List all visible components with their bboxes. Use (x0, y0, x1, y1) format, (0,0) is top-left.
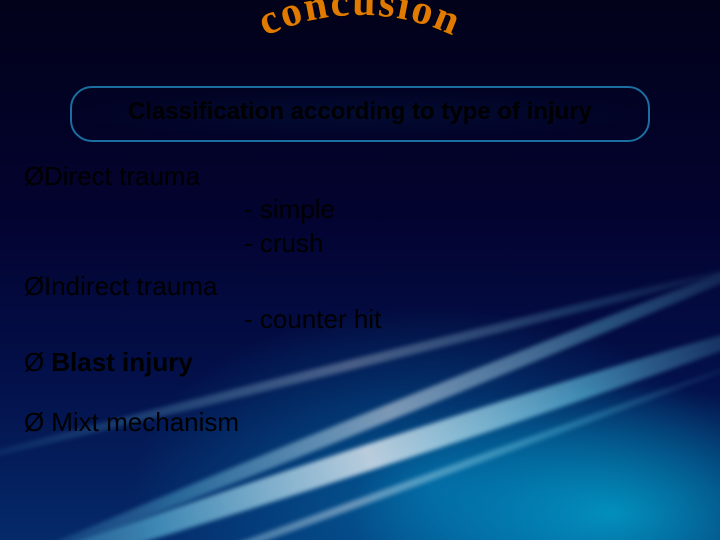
bullet-item: Ø Mixt mechanism (24, 406, 696, 439)
slide: concusion Classification according to ty… (0, 0, 720, 540)
title-text: concusion (251, 0, 468, 45)
bullet-label: Indirect trauma (44, 271, 217, 301)
bullet-label: last injury (70, 347, 193, 377)
bullet-label-bold: B (51, 347, 70, 377)
sub-item: - crush (24, 227, 696, 260)
sub-item: - simple (24, 193, 696, 226)
bullet-item: ØIndirect trauma (24, 270, 696, 303)
svg-text:concusion: concusion (251, 0, 468, 45)
subtitle-text: Classification according to type of inju… (90, 98, 630, 126)
chevron-right-icon: Ø (24, 406, 44, 439)
sub-label: - crush (244, 228, 323, 258)
chevron-right-icon: Ø (24, 270, 44, 303)
content-area: ØDirect trauma - simple - crush ØIndirec… (24, 160, 696, 439)
chevron-right-icon: Ø (24, 160, 44, 193)
title-wordart: concusion (180, 6, 540, 96)
bullet-label: Direct trauma (44, 161, 200, 191)
bullet-label: Mixt mechanism (51, 407, 239, 437)
sub-label: - counter hit (244, 304, 381, 334)
sub-label: - simple (244, 194, 335, 224)
bullet-item: ØDirect trauma (24, 160, 696, 193)
chevron-right-icon: Ø (24, 346, 44, 379)
bullet-item: Ø Blast injury (24, 346, 696, 379)
sub-item: - counter hit (24, 303, 696, 336)
subtitle-frame: Classification according to type of inju… (70, 86, 650, 142)
